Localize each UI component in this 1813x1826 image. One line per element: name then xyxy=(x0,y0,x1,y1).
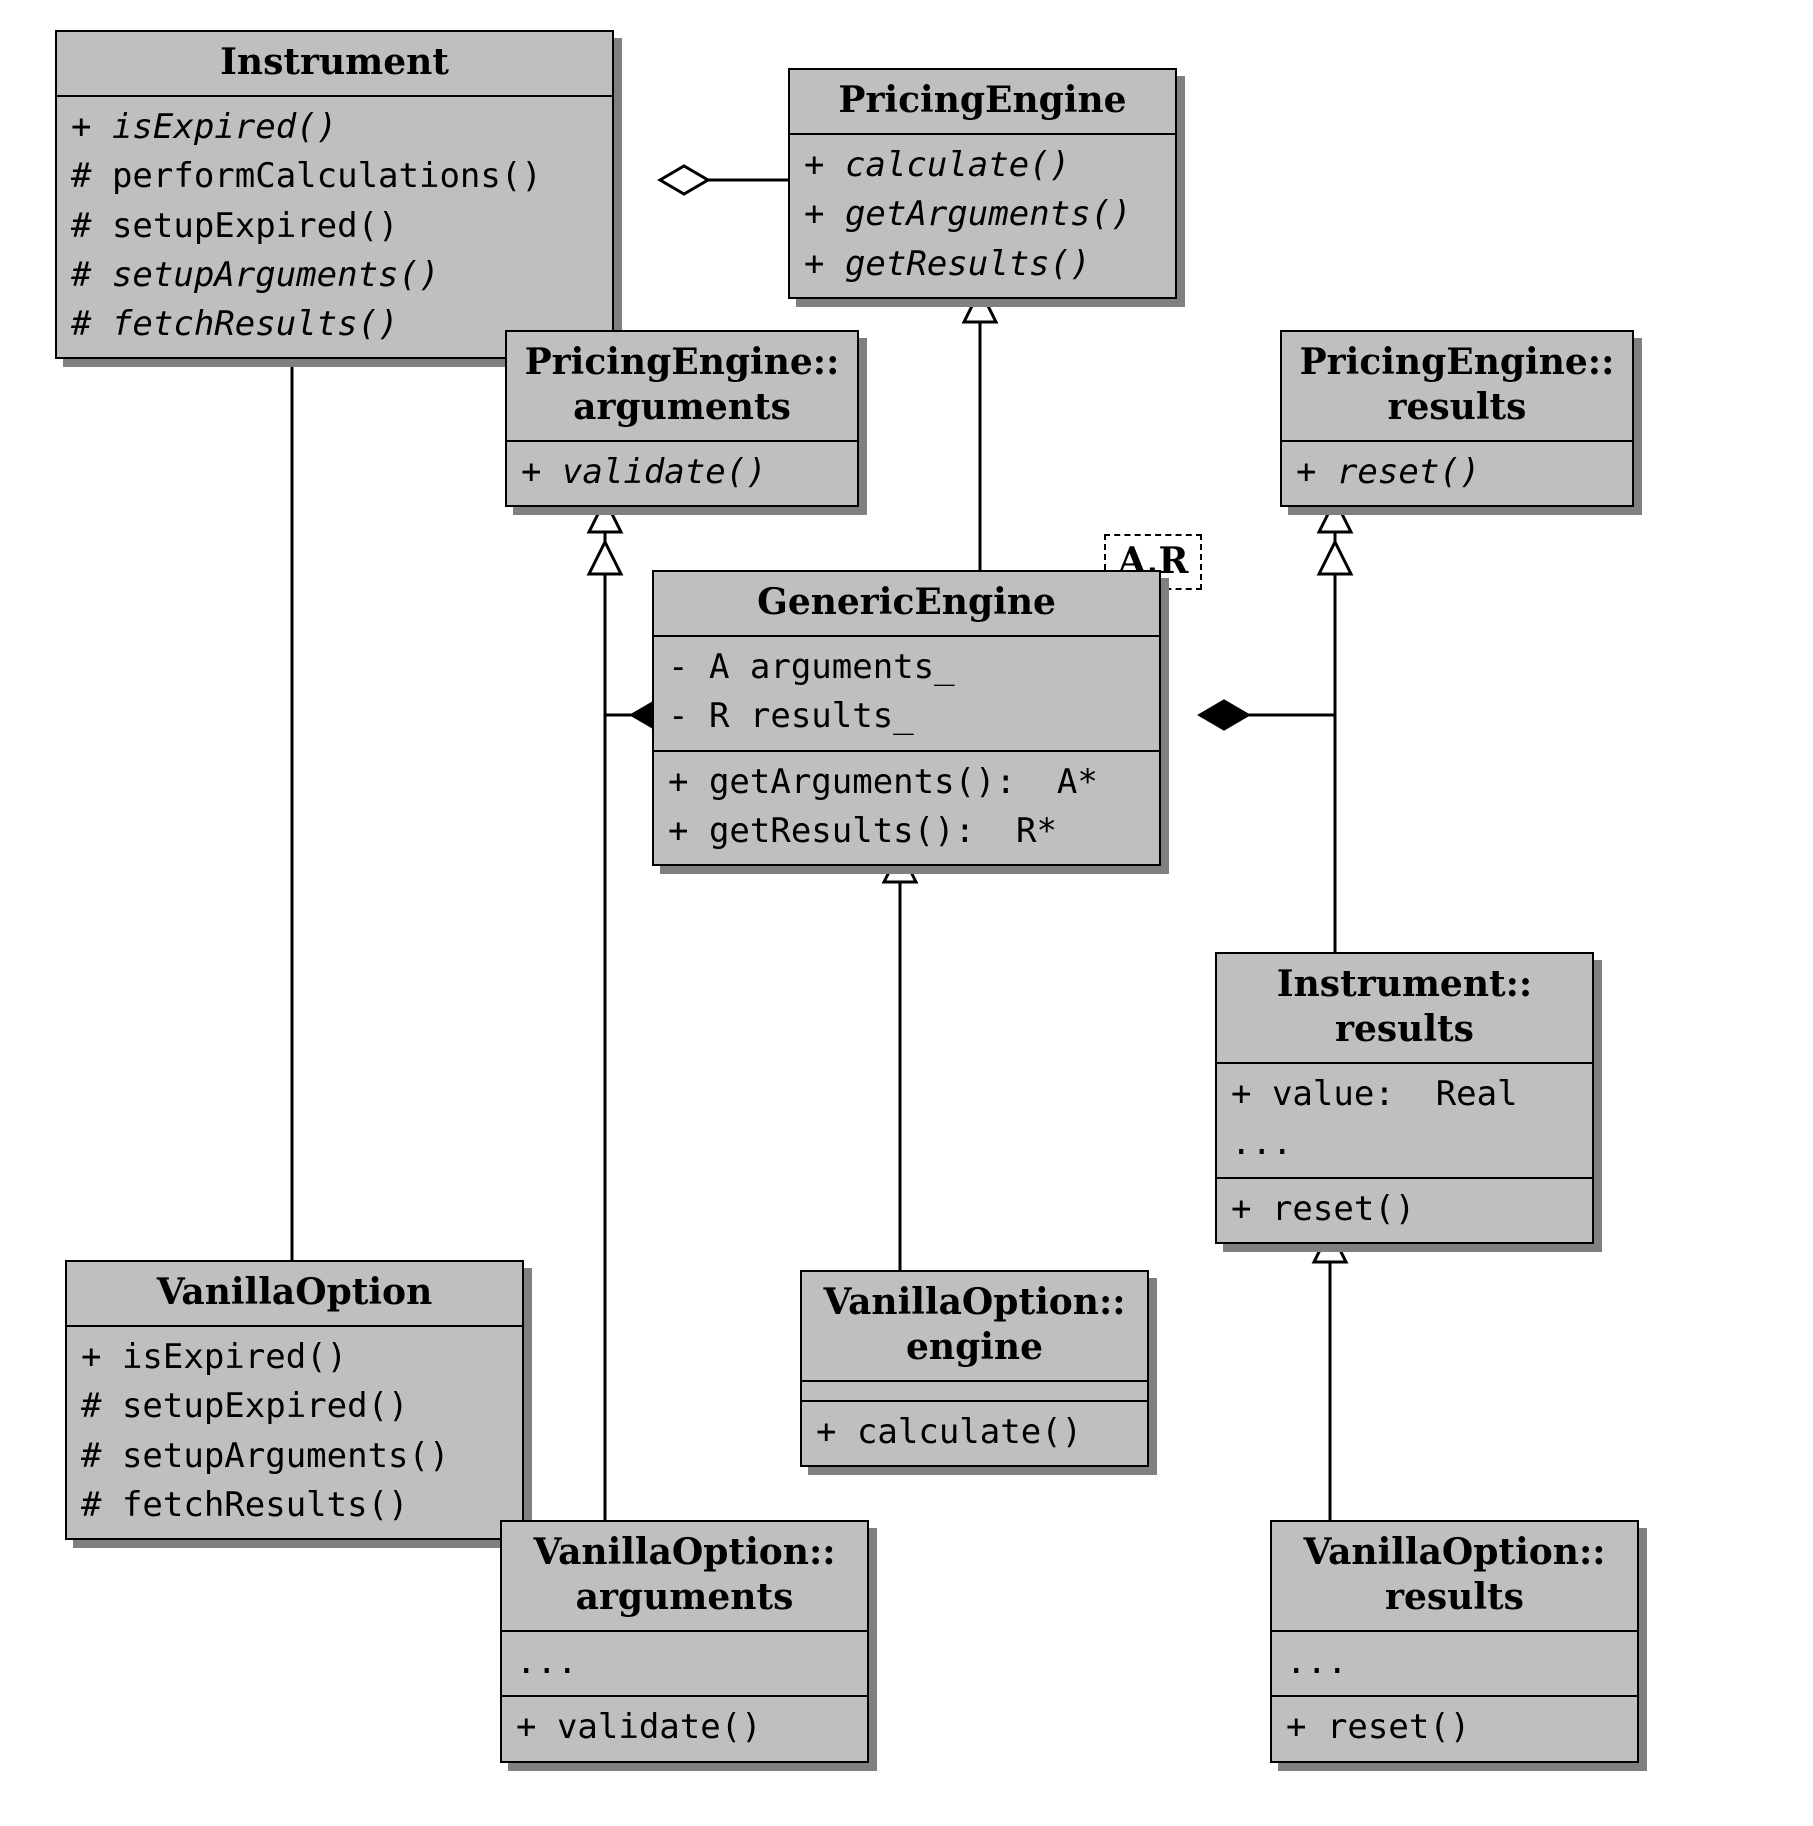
class-section: + calculate()+ getArguments()+ getResult… xyxy=(790,135,1175,297)
class-member: + reset() xyxy=(1286,1703,1623,1752)
class-title: PricingEngine xyxy=(790,70,1175,135)
class-member: + getArguments(): A* xyxy=(668,758,1145,807)
edge-composition-8 xyxy=(1200,542,1335,715)
class-section: + isExpired()# setupExpired()# setupArgu… xyxy=(67,1327,522,1538)
diagram-canvas: A,R Instrument+ isExpired()# performCalc… xyxy=(0,0,1813,1826)
class-pe_results: PricingEngine:: results+ reset() xyxy=(1280,330,1634,507)
class-title: PricingEngine:: results xyxy=(1282,332,1632,442)
class-title: VanillaOption xyxy=(67,1262,522,1327)
class-vanilla_option: VanillaOption+ isExpired()# setupExpired… xyxy=(65,1260,524,1540)
class-title: Instrument:: results xyxy=(1217,954,1592,1064)
class-member: + reset() xyxy=(1231,1185,1578,1234)
class-vo_arguments: VanillaOption:: arguments...+ validate() xyxy=(500,1520,869,1763)
class-vo_results: VanillaOption:: results...+ reset() xyxy=(1270,1520,1639,1763)
class-instr_results: Instrument:: results+ value: Real...+ re… xyxy=(1215,952,1594,1244)
class-member: ... xyxy=(1286,1638,1623,1687)
class-member: # setupArguments() xyxy=(81,1432,508,1481)
class-section xyxy=(802,1382,1147,1402)
class-title: VanillaOption:: arguments xyxy=(502,1522,867,1632)
class-pe_arguments: PricingEngine:: arguments+ validate() xyxy=(505,330,859,507)
class-title: GenericEngine xyxy=(654,572,1159,637)
class-pricing_engine: PricingEngine+ calculate()+ getArguments… xyxy=(788,68,1177,299)
class-section: - A arguments_- R results_ xyxy=(654,637,1159,752)
class-member: + validate() xyxy=(516,1703,853,1752)
class-member: # setupExpired() xyxy=(81,1382,508,1431)
class-section: + validate() xyxy=(502,1697,867,1760)
class-member: - R results_ xyxy=(668,692,1145,741)
class-member: - A arguments_ xyxy=(668,643,1145,692)
class-section: + reset() xyxy=(1282,442,1632,505)
class-section: + value: Real... xyxy=(1217,1064,1592,1179)
class-section: + calculate() xyxy=(802,1402,1147,1465)
class-vo_engine: VanillaOption:: engine+ calculate() xyxy=(800,1270,1149,1467)
class-member: + isExpired() xyxy=(81,1333,508,1382)
class-member: # performCalculations() xyxy=(71,152,598,201)
class-member: + getResults(): R* xyxy=(668,807,1145,856)
class-section: ... xyxy=(502,1632,867,1697)
class-member: ... xyxy=(516,1638,853,1687)
class-title: VanillaOption:: results xyxy=(1272,1522,1637,1632)
class-member: ... xyxy=(1231,1119,1578,1168)
class-member: + isExpired() xyxy=(71,103,598,152)
class-member: # setupArguments() xyxy=(71,251,598,300)
class-section: + validate() xyxy=(507,442,857,505)
class-title: Instrument xyxy=(57,32,612,97)
class-title: VanillaOption:: engine xyxy=(802,1272,1147,1382)
class-member: # fetchResults() xyxy=(81,1481,508,1530)
class-member: + getResults() xyxy=(804,240,1161,289)
class-section: + getArguments(): A*+ getResults(): R* xyxy=(654,752,1159,865)
class-member: + reset() xyxy=(1296,448,1618,497)
class-member: # setupExpired() xyxy=(71,202,598,251)
class-section: + reset() xyxy=(1272,1697,1637,1760)
class-generic_engine: GenericEngine- A arguments_- R results_+… xyxy=(652,570,1161,866)
class-instrument: Instrument+ isExpired()# performCalculat… xyxy=(55,30,614,359)
class-member: + value: Real xyxy=(1231,1070,1578,1119)
class-member: + validate() xyxy=(521,448,843,497)
class-member: + calculate() xyxy=(816,1408,1133,1457)
class-section: + isExpired()# performCalculations()# se… xyxy=(57,97,612,357)
class-title: PricingEngine:: arguments xyxy=(507,332,857,442)
class-member: + calculate() xyxy=(804,141,1161,190)
class-member: + getArguments() xyxy=(804,190,1161,239)
class-section: + reset() xyxy=(1217,1179,1592,1242)
class-section: ... xyxy=(1272,1632,1637,1697)
